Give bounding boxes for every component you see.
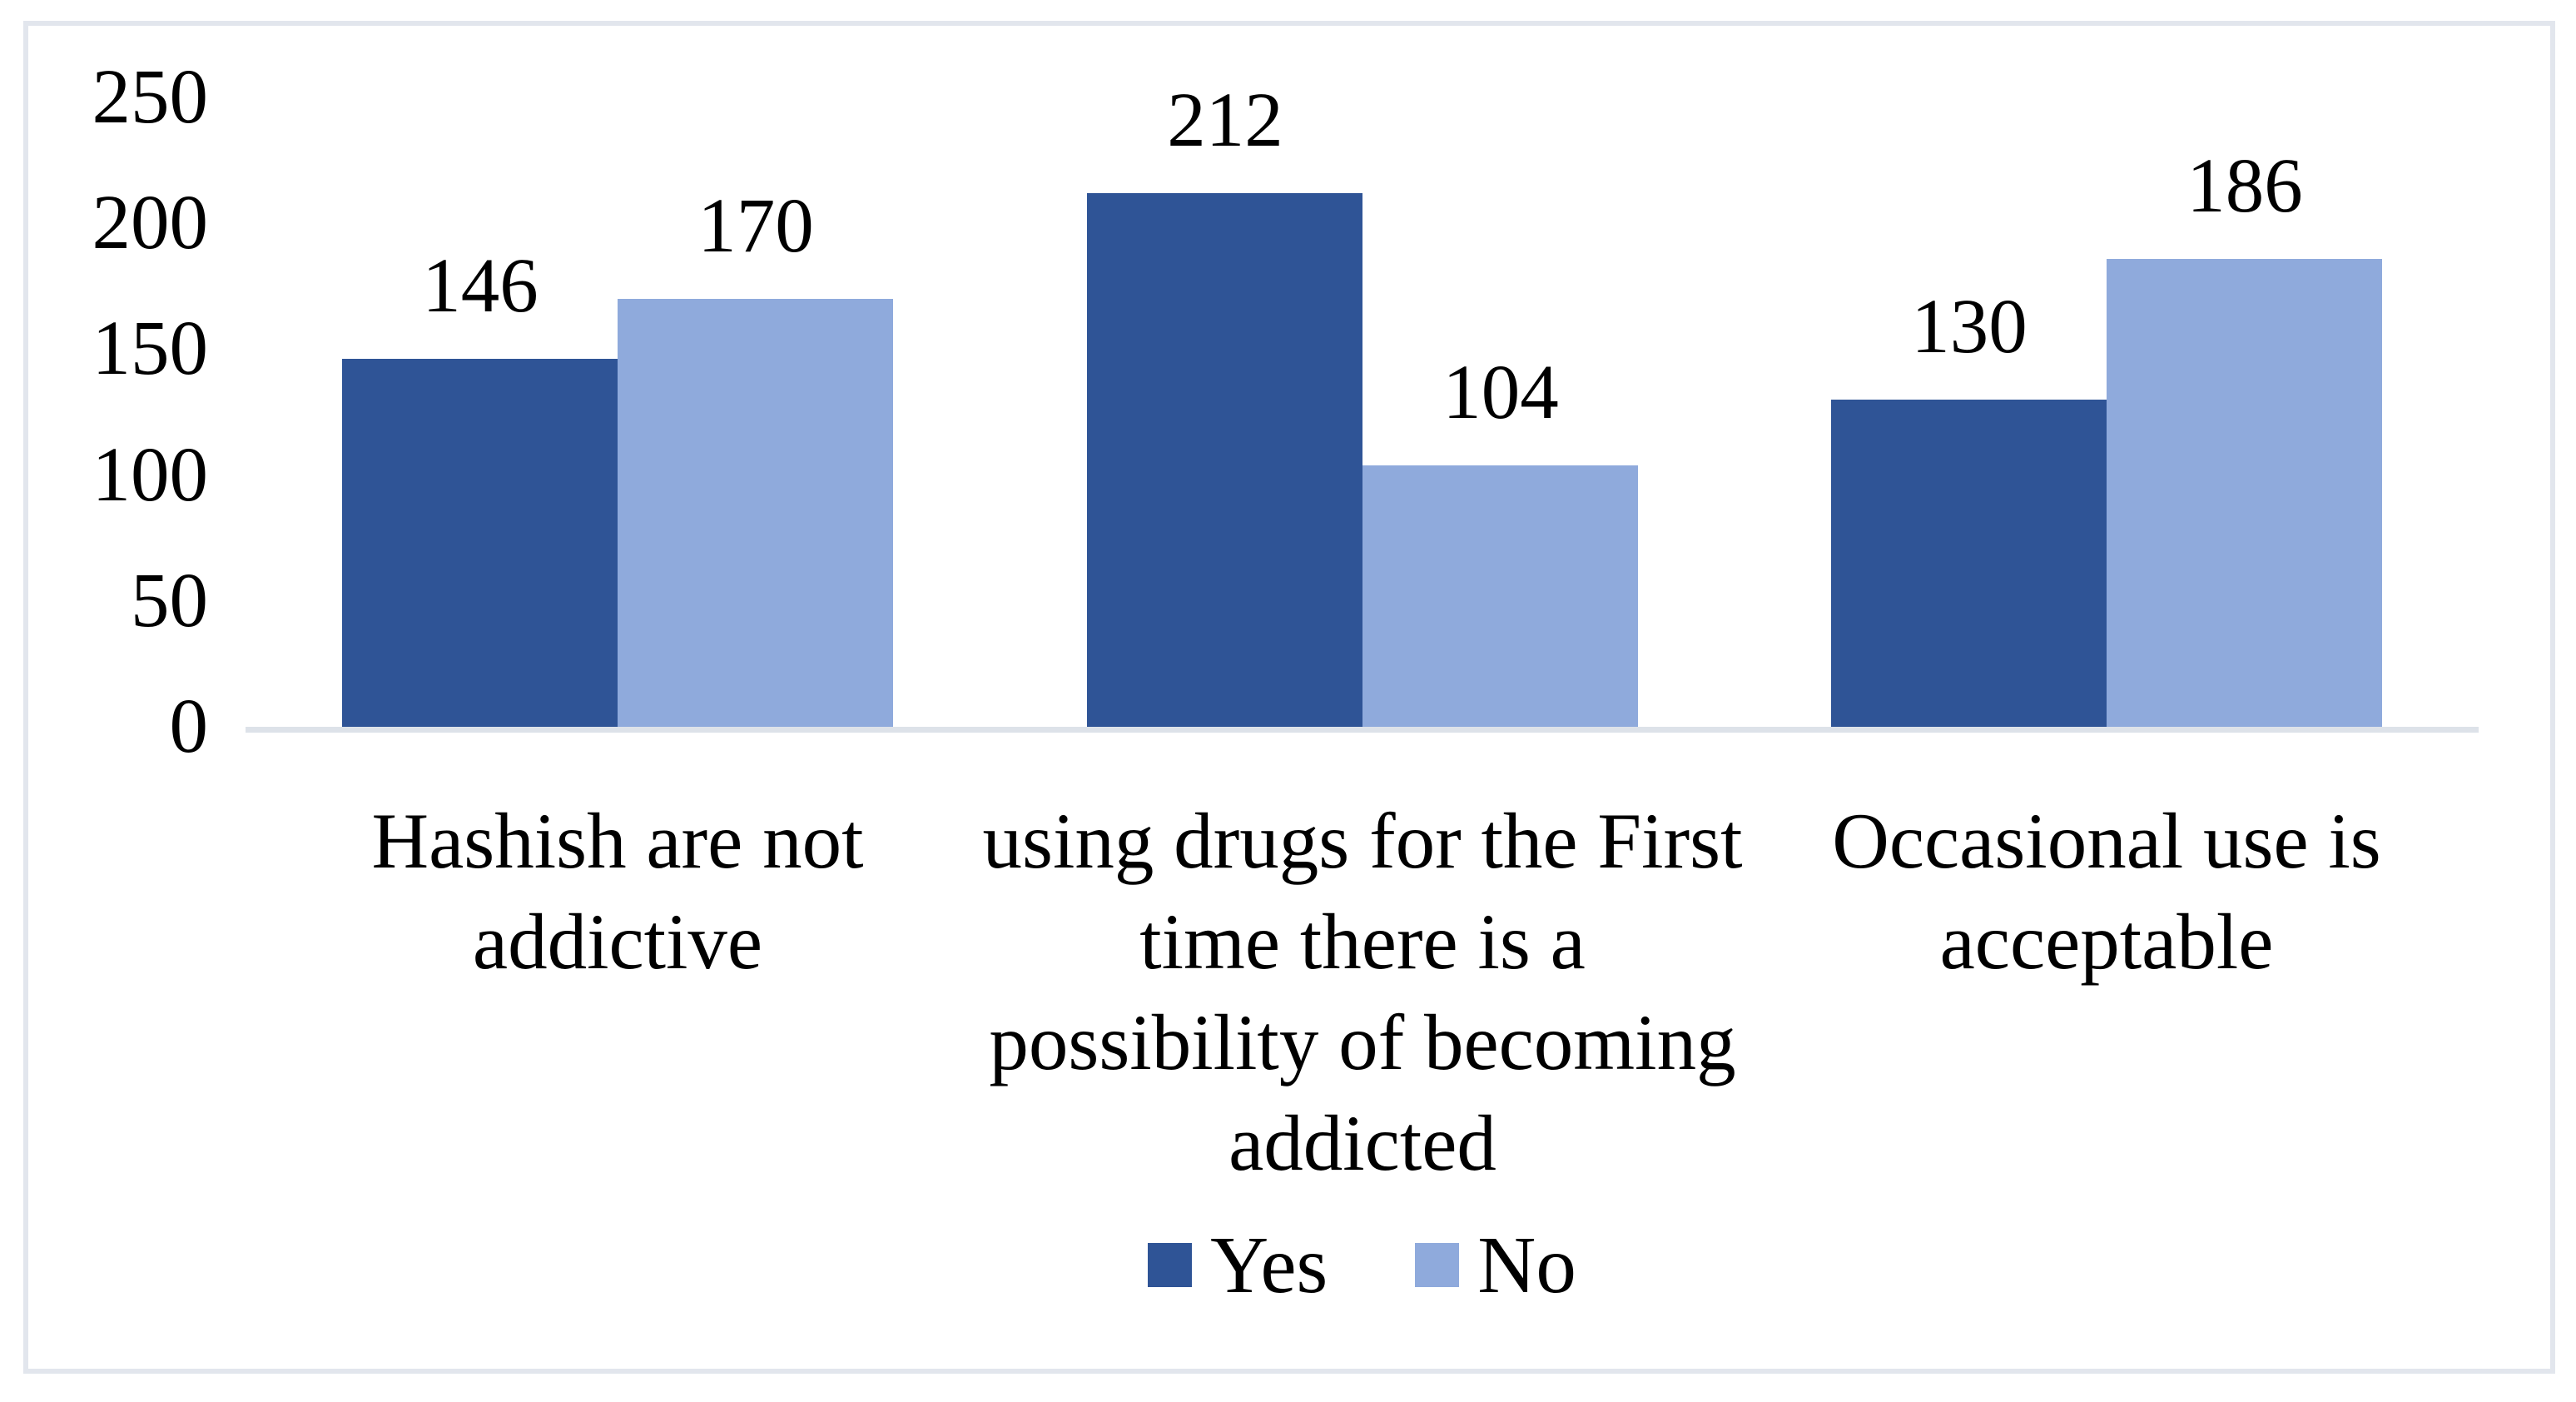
data-label-no-group1: 170 (697, 183, 814, 269)
legend-swatch-no (1415, 1243, 1460, 1287)
bar-no-group1 (618, 299, 893, 727)
bar-yes-group2 (1087, 193, 1362, 727)
bar-yes-group1 (342, 359, 618, 727)
legend-label-no: No (1477, 1220, 1576, 1310)
y-axis-tick-label: 200 (92, 180, 209, 266)
bar-yes-group3 (1831, 400, 2107, 727)
y-axis-tick-label: 0 (169, 684, 209, 769)
data-label-yes-group3: 130 (1911, 284, 2028, 370)
bar-no-group3 (2107, 259, 2382, 727)
data-label-yes-group2: 212 (1167, 77, 1283, 163)
category-label-1: Hashish are not addictive (371, 797, 864, 986)
y-axis-tick-label: 150 (92, 306, 209, 391)
data-label-yes-group1: 146 (422, 243, 539, 329)
legend-label-yes: Yes (1210, 1220, 1328, 1310)
x-axis-line (246, 727, 2479, 733)
legend-item-yes: Yes (1148, 1220, 1328, 1311)
data-label-no-group2: 104 (1442, 350, 1559, 435)
y-axis-tick-label: 250 (92, 54, 209, 140)
bar-no-group2 (1362, 465, 1638, 727)
category-label-2: using drugs for the First time there is … (982, 797, 1743, 1187)
chart-legend: Yes No (246, 1217, 2479, 1313)
legend-swatch-yes (1148, 1243, 1193, 1287)
y-axis-tick-label: 100 (92, 432, 209, 518)
category-label-3: Occasional use is acceptable (1832, 797, 2381, 986)
data-label-no-group3: 186 (2186, 143, 2303, 229)
y-axis-tick-label: 50 (131, 558, 208, 644)
legend-item-no: No (1415, 1220, 1576, 1311)
